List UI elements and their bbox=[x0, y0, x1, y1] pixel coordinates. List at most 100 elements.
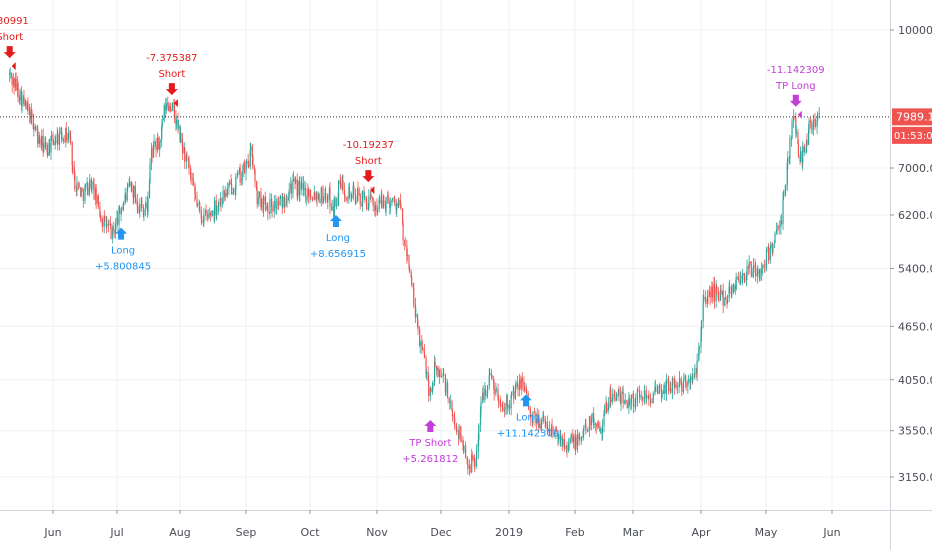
candle bbox=[84, 183, 87, 192]
candle bbox=[303, 176, 305, 197]
candle-body bbox=[557, 434, 560, 440]
candle-body bbox=[460, 439, 462, 441]
candle bbox=[574, 430, 577, 456]
candle-body bbox=[462, 444, 465, 452]
candle-body bbox=[754, 264, 756, 268]
candle-body bbox=[303, 188, 305, 190]
candle bbox=[650, 398, 652, 404]
candle bbox=[57, 129, 59, 151]
x-axis[interactable]: Jun Jul Aug Sep Oct Nov Dec 2019 Feb Mar Apr May Jun bbox=[43, 510, 841, 539]
candle bbox=[778, 225, 780, 232]
candle bbox=[785, 184, 787, 196]
candle-body bbox=[419, 341, 421, 346]
candle bbox=[466, 456, 468, 466]
candle-body bbox=[99, 206, 101, 217]
candle-body bbox=[36, 129, 38, 131]
candle-body bbox=[804, 152, 806, 153]
candle-body bbox=[135, 198, 137, 201]
candle-body bbox=[791, 121, 793, 140]
candle-body bbox=[812, 128, 814, 130]
candle-body bbox=[593, 423, 595, 425]
candle bbox=[190, 164, 192, 182]
y-axis[interactable]: 10000.0 7000.0 6200.0 5400.0 4650.0 4050.0 355… bbox=[890, 24, 932, 484]
candle bbox=[521, 372, 523, 391]
candle-body bbox=[566, 445, 568, 451]
candle bbox=[545, 421, 547, 429]
candle-body bbox=[155, 144, 157, 151]
candle-body bbox=[702, 302, 704, 322]
signal-label: TP Short bbox=[408, 438, 451, 449]
candle bbox=[417, 319, 419, 335]
candle-body bbox=[626, 400, 628, 403]
candle bbox=[104, 210, 106, 222]
candle-body bbox=[299, 182, 301, 195]
candle-body bbox=[705, 298, 707, 304]
candle-body bbox=[179, 132, 182, 142]
candle-body bbox=[776, 229, 778, 233]
candle-body bbox=[376, 204, 378, 213]
signal-arrow-down bbox=[165, 83, 178, 96]
candle bbox=[471, 448, 473, 474]
candle-body bbox=[337, 180, 340, 199]
candle-body bbox=[816, 120, 818, 127]
candle-body bbox=[87, 182, 89, 196]
candle bbox=[715, 280, 717, 308]
candle bbox=[52, 139, 55, 146]
candle-body bbox=[746, 266, 748, 277]
candle-body bbox=[750, 261, 752, 265]
candle bbox=[366, 198, 368, 211]
candle bbox=[440, 375, 443, 378]
candle bbox=[320, 186, 322, 207]
last-price-label: 7989.1 bbox=[896, 110, 932, 123]
candle-body bbox=[404, 240, 406, 245]
candle-body bbox=[428, 380, 430, 396]
candle-body bbox=[297, 180, 299, 197]
candle bbox=[502, 400, 504, 412]
candle-body bbox=[159, 142, 161, 150]
candle bbox=[127, 182, 129, 192]
candle-body bbox=[136, 200, 138, 208]
candle-body bbox=[163, 119, 165, 120]
candle-body bbox=[309, 189, 312, 198]
candle-body bbox=[159, 139, 161, 143]
candle bbox=[504, 402, 506, 416]
candle-body bbox=[761, 265, 763, 274]
candle-body bbox=[13, 78, 15, 88]
y-tick-label: 5400.0 bbox=[898, 262, 932, 275]
candle bbox=[65, 122, 67, 143]
candle bbox=[421, 334, 423, 355]
candle-body bbox=[601, 425, 604, 434]
candle-body bbox=[674, 378, 676, 388]
candle-body bbox=[469, 465, 471, 472]
candle bbox=[553, 429, 555, 438]
candle-body bbox=[482, 392, 484, 401]
candle-body bbox=[438, 369, 440, 377]
candle-body bbox=[173, 102, 175, 105]
candle-body bbox=[599, 429, 601, 432]
candle-body bbox=[84, 186, 87, 187]
candle bbox=[667, 375, 670, 395]
candle-body bbox=[408, 266, 411, 272]
candle-body bbox=[716, 286, 718, 293]
candle bbox=[759, 268, 761, 282]
candle-body bbox=[743, 273, 745, 280]
signal-label: Short bbox=[158, 69, 185, 80]
candle bbox=[87, 181, 89, 196]
candle-body bbox=[715, 286, 717, 302]
candle-body bbox=[465, 446, 467, 458]
candle-body bbox=[275, 205, 277, 208]
candle-body bbox=[89, 179, 91, 188]
candle bbox=[808, 117, 810, 134]
candle-body bbox=[97, 195, 99, 207]
candle bbox=[99, 211, 102, 222]
candle-body bbox=[803, 146, 805, 153]
candle-body bbox=[241, 171, 243, 179]
candle bbox=[292, 173, 294, 199]
candle-body bbox=[344, 196, 346, 198]
candle bbox=[220, 196, 222, 212]
candle-body bbox=[744, 279, 746, 281]
candle-body bbox=[579, 438, 581, 440]
candle bbox=[445, 377, 447, 396]
